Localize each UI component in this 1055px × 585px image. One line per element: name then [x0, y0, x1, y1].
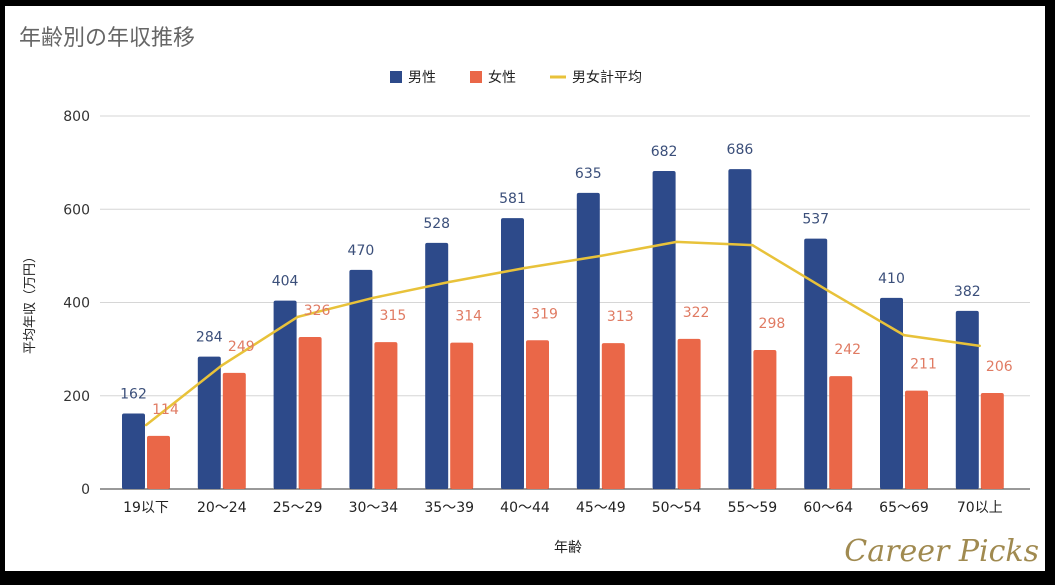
data-label-male: 686 — [727, 142, 754, 158]
point-average — [220, 364, 223, 367]
data-label-male: 581 — [499, 191, 526, 207]
data-label-female: 322 — [683, 305, 710, 321]
point-average — [978, 344, 981, 348]
bar-male — [880, 297, 903, 489]
x-tick-label: 35〜39 — [424, 500, 474, 516]
line-average — [145, 240, 980, 427]
x-tick-label: 25〜29 — [273, 500, 323, 516]
data-label-female: 314 — [455, 309, 482, 325]
bar-female — [450, 342, 474, 489]
bar-female — [980, 392, 1004, 489]
x-tick-label: 45〜49 — [576, 500, 626, 516]
x-tick-label: 60〜64 — [803, 500, 853, 516]
x-tick-label: 70以上 — [957, 500, 1003, 516]
point-average — [827, 289, 830, 293]
data-label-female: 315 — [380, 308, 407, 324]
point-average — [296, 315, 299, 319]
x-tick-label: 20〜24 — [197, 500, 247, 516]
legend-label: 女性 — [488, 69, 516, 86]
data-label-female: 298 — [759, 316, 786, 332]
data-label-male: 382 — [954, 284, 981, 300]
bar-male — [425, 242, 449, 489]
bar-female — [374, 342, 398, 489]
x-tick-label: 50〜54 — [652, 500, 702, 516]
y-axis-label: 平均年収（万円） — [23, 250, 38, 354]
point-average — [448, 280, 451, 284]
bar-male — [728, 169, 752, 489]
watermark: Career Picks — [844, 534, 1039, 569]
y-tick-label: 0 — [81, 482, 90, 498]
data-label-female: 313 — [607, 309, 634, 325]
y-tick-label: 800 — [63, 109, 90, 125]
y-tick-label: 600 — [63, 202, 90, 218]
data-label-male: 470 — [348, 243, 375, 259]
data-label-male: 528 — [423, 216, 450, 232]
data-label-male: 404 — [272, 274, 299, 290]
legend-label: 男性 — [408, 70, 436, 86]
bar-male — [122, 413, 145, 489]
bar-female — [298, 337, 322, 489]
bar-male — [501, 218, 524, 489]
bar-female — [601, 343, 625, 489]
point-average — [144, 423, 148, 427]
data-label-female: 249 — [228, 339, 255, 355]
point-average — [902, 333, 906, 337]
point-average — [751, 243, 754, 247]
data-label-male: 537 — [802, 212, 829, 228]
point-average — [599, 254, 602, 258]
bar-female — [677, 338, 701, 489]
bar-male — [273, 300, 297, 489]
x-tick-label: 55〜59 — [728, 500, 778, 516]
x-axis-label: 年齢 — [554, 540, 582, 556]
chart-frame: 年齢別の年収推移 Career Picks — [5, 6, 1045, 571]
bar-male — [804, 238, 828, 489]
point-average — [523, 266, 527, 270]
data-label-female: 319 — [531, 306, 558, 322]
point-average — [372, 296, 375, 300]
data-label-female: 326 — [304, 303, 331, 319]
x-tick-label: 19以下 — [123, 500, 169, 516]
bar-male — [576, 192, 600, 489]
y-tick-label: 400 — [63, 296, 90, 312]
bar-male — [197, 356, 221, 489]
bar-male — [652, 171, 676, 489]
legend-swatch — [470, 71, 482, 83]
x-tick-label: 40〜44 — [500, 500, 550, 516]
data-label-male: 635 — [575, 166, 602, 182]
data-label-male: 162 — [120, 386, 147, 402]
data-label-female: 211 — [910, 357, 937, 373]
bar-male — [349, 269, 373, 489]
bar-female — [753, 350, 777, 489]
y-tick-label: 200 — [63, 389, 90, 405]
legend-label: 男女計平均 — [572, 69, 642, 86]
bar-female — [222, 372, 246, 489]
data-label-female: 206 — [986, 359, 1013, 375]
point-average — [675, 240, 678, 244]
data-label-male: 410 — [878, 271, 905, 287]
bar-female — [905, 390, 928, 489]
x-tick-label: 65〜69 — [879, 500, 929, 516]
data-label-male: 284 — [196, 330, 223, 346]
bar-female — [526, 340, 549, 489]
bar-female — [829, 376, 853, 489]
data-label-male: 682 — [651, 144, 678, 160]
data-label-female: 114 — [152, 402, 179, 418]
bar-male — [955, 310, 979, 489]
x-tick-label: 30〜34 — [349, 500, 399, 516]
data-label-female: 242 — [834, 342, 861, 358]
legend-swatch — [390, 71, 402, 83]
bar-female — [147, 435, 170, 489]
chart-title: 年齢別の年収推移 — [19, 26, 196, 51]
